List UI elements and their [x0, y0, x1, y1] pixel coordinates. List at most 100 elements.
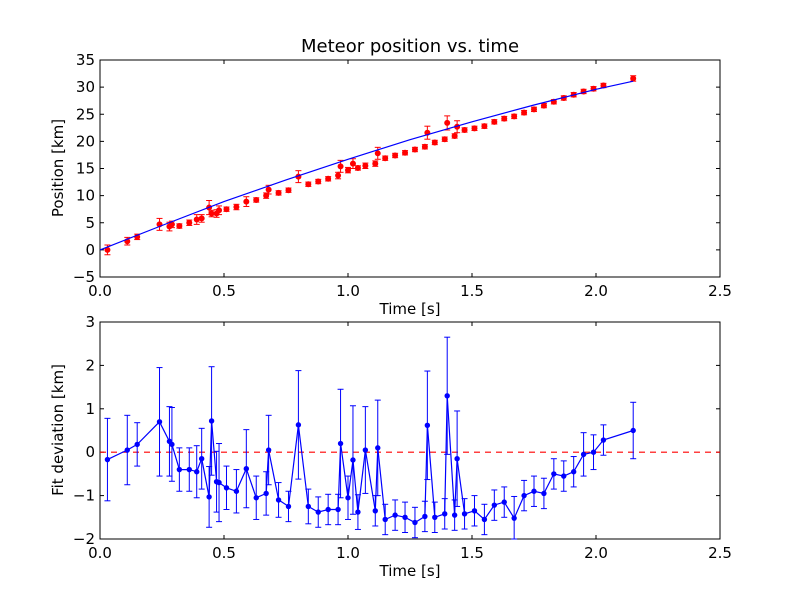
deviation-x-ticks: 0.0 0.5 1.0 1.5 2.0 2.5	[88, 322, 732, 562]
position-data-point	[243, 198, 250, 205]
deviation-x-tick-label: 1.0	[336, 544, 360, 562]
deviation-y-tick-label: −2	[73, 530, 95, 548]
deviation-data-point	[350, 457, 356, 463]
position-data-point	[223, 206, 230, 213]
position-y-ticks: −5 0 5 10 15 20 25 30 35	[73, 51, 720, 286]
position-data-point	[186, 219, 193, 226]
position-fit-line	[99, 80, 634, 251]
deviation-data-point	[305, 503, 312, 510]
position-data-point	[372, 160, 379, 167]
position-data-point	[345, 167, 351, 174]
deviation-data-point	[134, 441, 140, 448]
deviation-data-point	[454, 456, 460, 462]
deviation-data-point	[216, 479, 222, 486]
position-data-point	[382, 155, 389, 162]
deviation-x-tick-label: 2.5	[708, 544, 732, 562]
position-y-tick-label: 35	[76, 51, 95, 69]
deviation-data-point	[223, 485, 230, 491]
deviation-plot-frame	[99, 321, 721, 540]
deviation-data-point	[392, 512, 398, 518]
deviation-data-point	[275, 497, 282, 503]
deviation-data-point	[337, 440, 344, 447]
position-data-point	[461, 126, 468, 133]
deviation-data-point	[561, 473, 567, 479]
deviation-data-point	[233, 488, 240, 494]
deviation-data-point	[372, 508, 378, 514]
position-data-point	[354, 164, 361, 171]
deviation-data-point	[491, 502, 498, 508]
deviation-data-point	[424, 422, 431, 428]
position-data-point	[374, 150, 381, 157]
position-y-tick-label: 30	[76, 78, 95, 96]
deviation-plot-area	[99, 321, 721, 540]
deviation-data-point	[186, 466, 192, 473]
position-x-tick-label: 0.5	[212, 282, 236, 300]
position-data-point	[198, 215, 205, 222]
deviation-data-point	[531, 488, 537, 494]
deviation-data-point	[104, 456, 111, 463]
deviation-data-point	[521, 492, 527, 499]
position-x-ticks: 0.0 0.5 1.0 1.5 2.0 2.5	[88, 60, 732, 300]
position-data-point	[531, 106, 537, 113]
deviation-data-point	[156, 419, 163, 425]
position-data-point	[444, 119, 451, 126]
position-chart-title: Meteor position vs. time	[301, 36, 519, 57]
deviation-data-point	[253, 495, 259, 501]
position-data-point	[349, 160, 356, 167]
position-data-point	[315, 178, 322, 185]
deviation-data-point	[355, 509, 361, 515]
deviation-data-point	[295, 422, 302, 428]
position-data-point	[431, 139, 438, 146]
position-data-point	[501, 115, 508, 122]
deviation-data-point	[432, 514, 438, 520]
position-data-point	[521, 109, 528, 116]
position-data-point	[337, 163, 344, 170]
deviation-data-point	[412, 519, 418, 526]
position-data-point	[325, 175, 332, 182]
deviation-data-point	[265, 447, 272, 453]
position-data-point	[305, 181, 312, 188]
position-data-point	[233, 204, 240, 211]
deviation-data-point	[444, 393, 450, 399]
deviation-data-point	[600, 437, 607, 443]
deviation-data-point	[551, 471, 557, 477]
deviation-data-point	[194, 469, 200, 475]
deviation-series	[100, 336, 720, 540]
position-x-tick-label: 2.0	[584, 282, 608, 300]
deviation-data-point	[541, 490, 547, 497]
deviation-data-point	[422, 513, 428, 520]
position-data-point	[193, 216, 200, 223]
position-data-point	[481, 123, 488, 130]
deviation-data-point	[169, 441, 175, 448]
position-series	[99, 75, 637, 256]
position-y-tick-label: 0	[85, 241, 95, 259]
position-chart: Meteor position vs. time 0.0 0.5 1.0 1.5 2.0…	[49, 36, 732, 318]
deviation-data-point	[451, 512, 458, 518]
position-y-tick-label: −5	[73, 268, 95, 286]
deviation-data-point	[345, 495, 351, 501]
position-data-point	[511, 113, 518, 120]
deviation-data-point	[206, 494, 212, 500]
position-data-point	[402, 149, 409, 156]
deviation-x-tick-label: 1.5	[460, 544, 484, 562]
deviation-x-tick-label: 0.5	[212, 544, 236, 562]
position-y-axis-label: Position [km]	[49, 119, 67, 217]
position-data-point	[335, 172, 342, 179]
deviation-data-point	[461, 511, 468, 517]
position-y-tick-label: 15	[76, 160, 95, 178]
deviation-chart: 0.0 0.5 1.0 1.5 2.0 2.5 −2 −1 0 1 2 3 Time [s] Fit…	[49, 313, 732, 580]
deviation-data-point	[511, 515, 517, 521]
position-data-point	[441, 136, 448, 143]
position-data-point	[540, 102, 547, 109]
position-data-point	[411, 146, 418, 153]
deviation-data-point	[243, 465, 250, 472]
deviation-y-tick-label: 0	[85, 443, 95, 461]
deviation-data-point	[590, 449, 597, 455]
position-data-point	[176, 223, 183, 230]
deviation-x-tick-label: 2.0	[584, 544, 608, 562]
deviation-y-tick-label: 3	[85, 313, 95, 331]
deviation-data-point	[442, 511, 448, 517]
position-y-tick-label: 25	[76, 105, 95, 123]
position-data-point	[253, 196, 260, 203]
deviation-data-point	[382, 516, 388, 523]
